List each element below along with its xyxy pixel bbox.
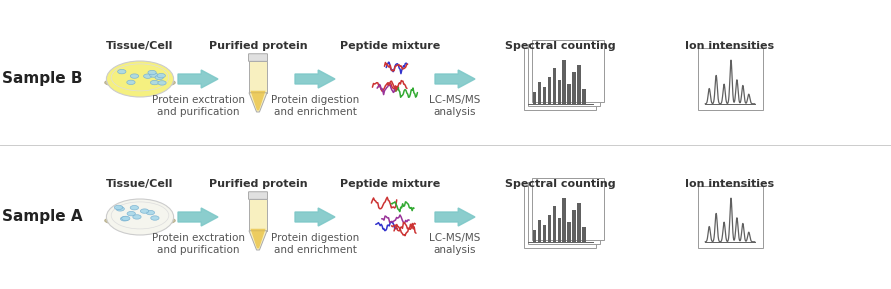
Ellipse shape bbox=[118, 69, 126, 74]
Bar bbox=[698, 186, 763, 248]
Ellipse shape bbox=[130, 205, 138, 210]
Bar bbox=[583, 227, 585, 242]
Ellipse shape bbox=[127, 80, 135, 85]
Ellipse shape bbox=[111, 64, 168, 91]
Ellipse shape bbox=[133, 215, 141, 219]
Bar bbox=[537, 82, 541, 104]
Bar bbox=[532, 40, 604, 102]
Bar bbox=[558, 80, 560, 104]
Bar bbox=[249, 61, 267, 93]
Bar bbox=[572, 210, 576, 242]
Bar bbox=[562, 60, 566, 104]
Ellipse shape bbox=[157, 73, 166, 78]
Bar bbox=[533, 230, 535, 242]
Bar bbox=[537, 220, 541, 242]
Ellipse shape bbox=[151, 80, 159, 85]
Ellipse shape bbox=[158, 81, 166, 85]
Text: Purified protein: Purified protein bbox=[208, 41, 307, 51]
Text: Sample B: Sample B bbox=[2, 71, 82, 86]
Text: LC-MS/MS
analysis: LC-MS/MS analysis bbox=[429, 233, 480, 255]
Bar bbox=[583, 89, 585, 104]
Text: Protein digestion
and enrichment: Protein digestion and enrichment bbox=[271, 95, 359, 117]
Polygon shape bbox=[250, 229, 266, 248]
Polygon shape bbox=[178, 208, 218, 226]
Ellipse shape bbox=[141, 209, 149, 213]
Bar bbox=[543, 87, 546, 104]
Text: Sample A: Sample A bbox=[2, 210, 82, 225]
Bar bbox=[548, 215, 551, 242]
Text: Ion intensities: Ion intensities bbox=[685, 179, 774, 189]
Bar bbox=[543, 225, 546, 242]
Bar bbox=[528, 182, 600, 244]
Bar bbox=[577, 203, 581, 242]
Bar bbox=[552, 205, 556, 242]
Bar bbox=[548, 77, 551, 104]
Polygon shape bbox=[249, 93, 267, 112]
Bar bbox=[568, 84, 571, 104]
Bar bbox=[558, 218, 560, 242]
Text: Tissue/Cell: Tissue/Cell bbox=[106, 41, 174, 51]
Bar bbox=[698, 48, 763, 110]
Bar bbox=[249, 199, 267, 231]
Ellipse shape bbox=[130, 74, 139, 78]
Text: Peptide mixture: Peptide mixture bbox=[339, 41, 440, 51]
Ellipse shape bbox=[143, 74, 151, 78]
Polygon shape bbox=[435, 70, 475, 88]
Ellipse shape bbox=[114, 205, 123, 210]
Bar bbox=[562, 198, 566, 242]
Ellipse shape bbox=[155, 75, 163, 80]
Text: Purified protein: Purified protein bbox=[208, 179, 307, 189]
Bar bbox=[572, 72, 576, 104]
Text: Ion intensities: Ion intensities bbox=[685, 41, 774, 51]
Bar bbox=[568, 223, 571, 242]
Bar bbox=[552, 68, 556, 104]
FancyBboxPatch shape bbox=[249, 192, 267, 199]
Polygon shape bbox=[178, 70, 218, 88]
Ellipse shape bbox=[121, 216, 130, 221]
Bar bbox=[533, 92, 535, 104]
Polygon shape bbox=[250, 91, 266, 110]
Ellipse shape bbox=[111, 202, 168, 229]
Text: Protein exctration
and purification: Protein exctration and purification bbox=[151, 233, 244, 255]
Bar bbox=[524, 48, 596, 110]
Ellipse shape bbox=[106, 61, 174, 97]
Ellipse shape bbox=[127, 212, 135, 216]
Text: Protein exctration
and purification: Protein exctration and purification bbox=[151, 95, 244, 117]
Ellipse shape bbox=[105, 215, 176, 226]
Polygon shape bbox=[249, 231, 267, 250]
Ellipse shape bbox=[120, 217, 129, 221]
Text: Spectral counting: Spectral counting bbox=[504, 179, 616, 189]
Text: Spectral counting: Spectral counting bbox=[504, 41, 616, 51]
Text: LC-MS/MS
analysis: LC-MS/MS analysis bbox=[429, 95, 480, 117]
Ellipse shape bbox=[106, 199, 174, 235]
Ellipse shape bbox=[151, 216, 159, 220]
Bar bbox=[528, 44, 600, 106]
FancyBboxPatch shape bbox=[249, 54, 267, 61]
Text: Tissue/Cell: Tissue/Cell bbox=[106, 179, 174, 189]
Ellipse shape bbox=[116, 207, 125, 211]
Ellipse shape bbox=[146, 210, 154, 215]
Polygon shape bbox=[295, 208, 335, 226]
Text: Protein digestion
and enrichment: Protein digestion and enrichment bbox=[271, 233, 359, 255]
Bar bbox=[524, 186, 596, 248]
Ellipse shape bbox=[105, 77, 176, 88]
Bar bbox=[532, 178, 604, 240]
Ellipse shape bbox=[148, 70, 156, 75]
Text: Peptide mixture: Peptide mixture bbox=[339, 179, 440, 189]
Bar bbox=[577, 65, 581, 104]
Polygon shape bbox=[435, 208, 475, 226]
Polygon shape bbox=[295, 70, 335, 88]
Ellipse shape bbox=[150, 73, 158, 77]
